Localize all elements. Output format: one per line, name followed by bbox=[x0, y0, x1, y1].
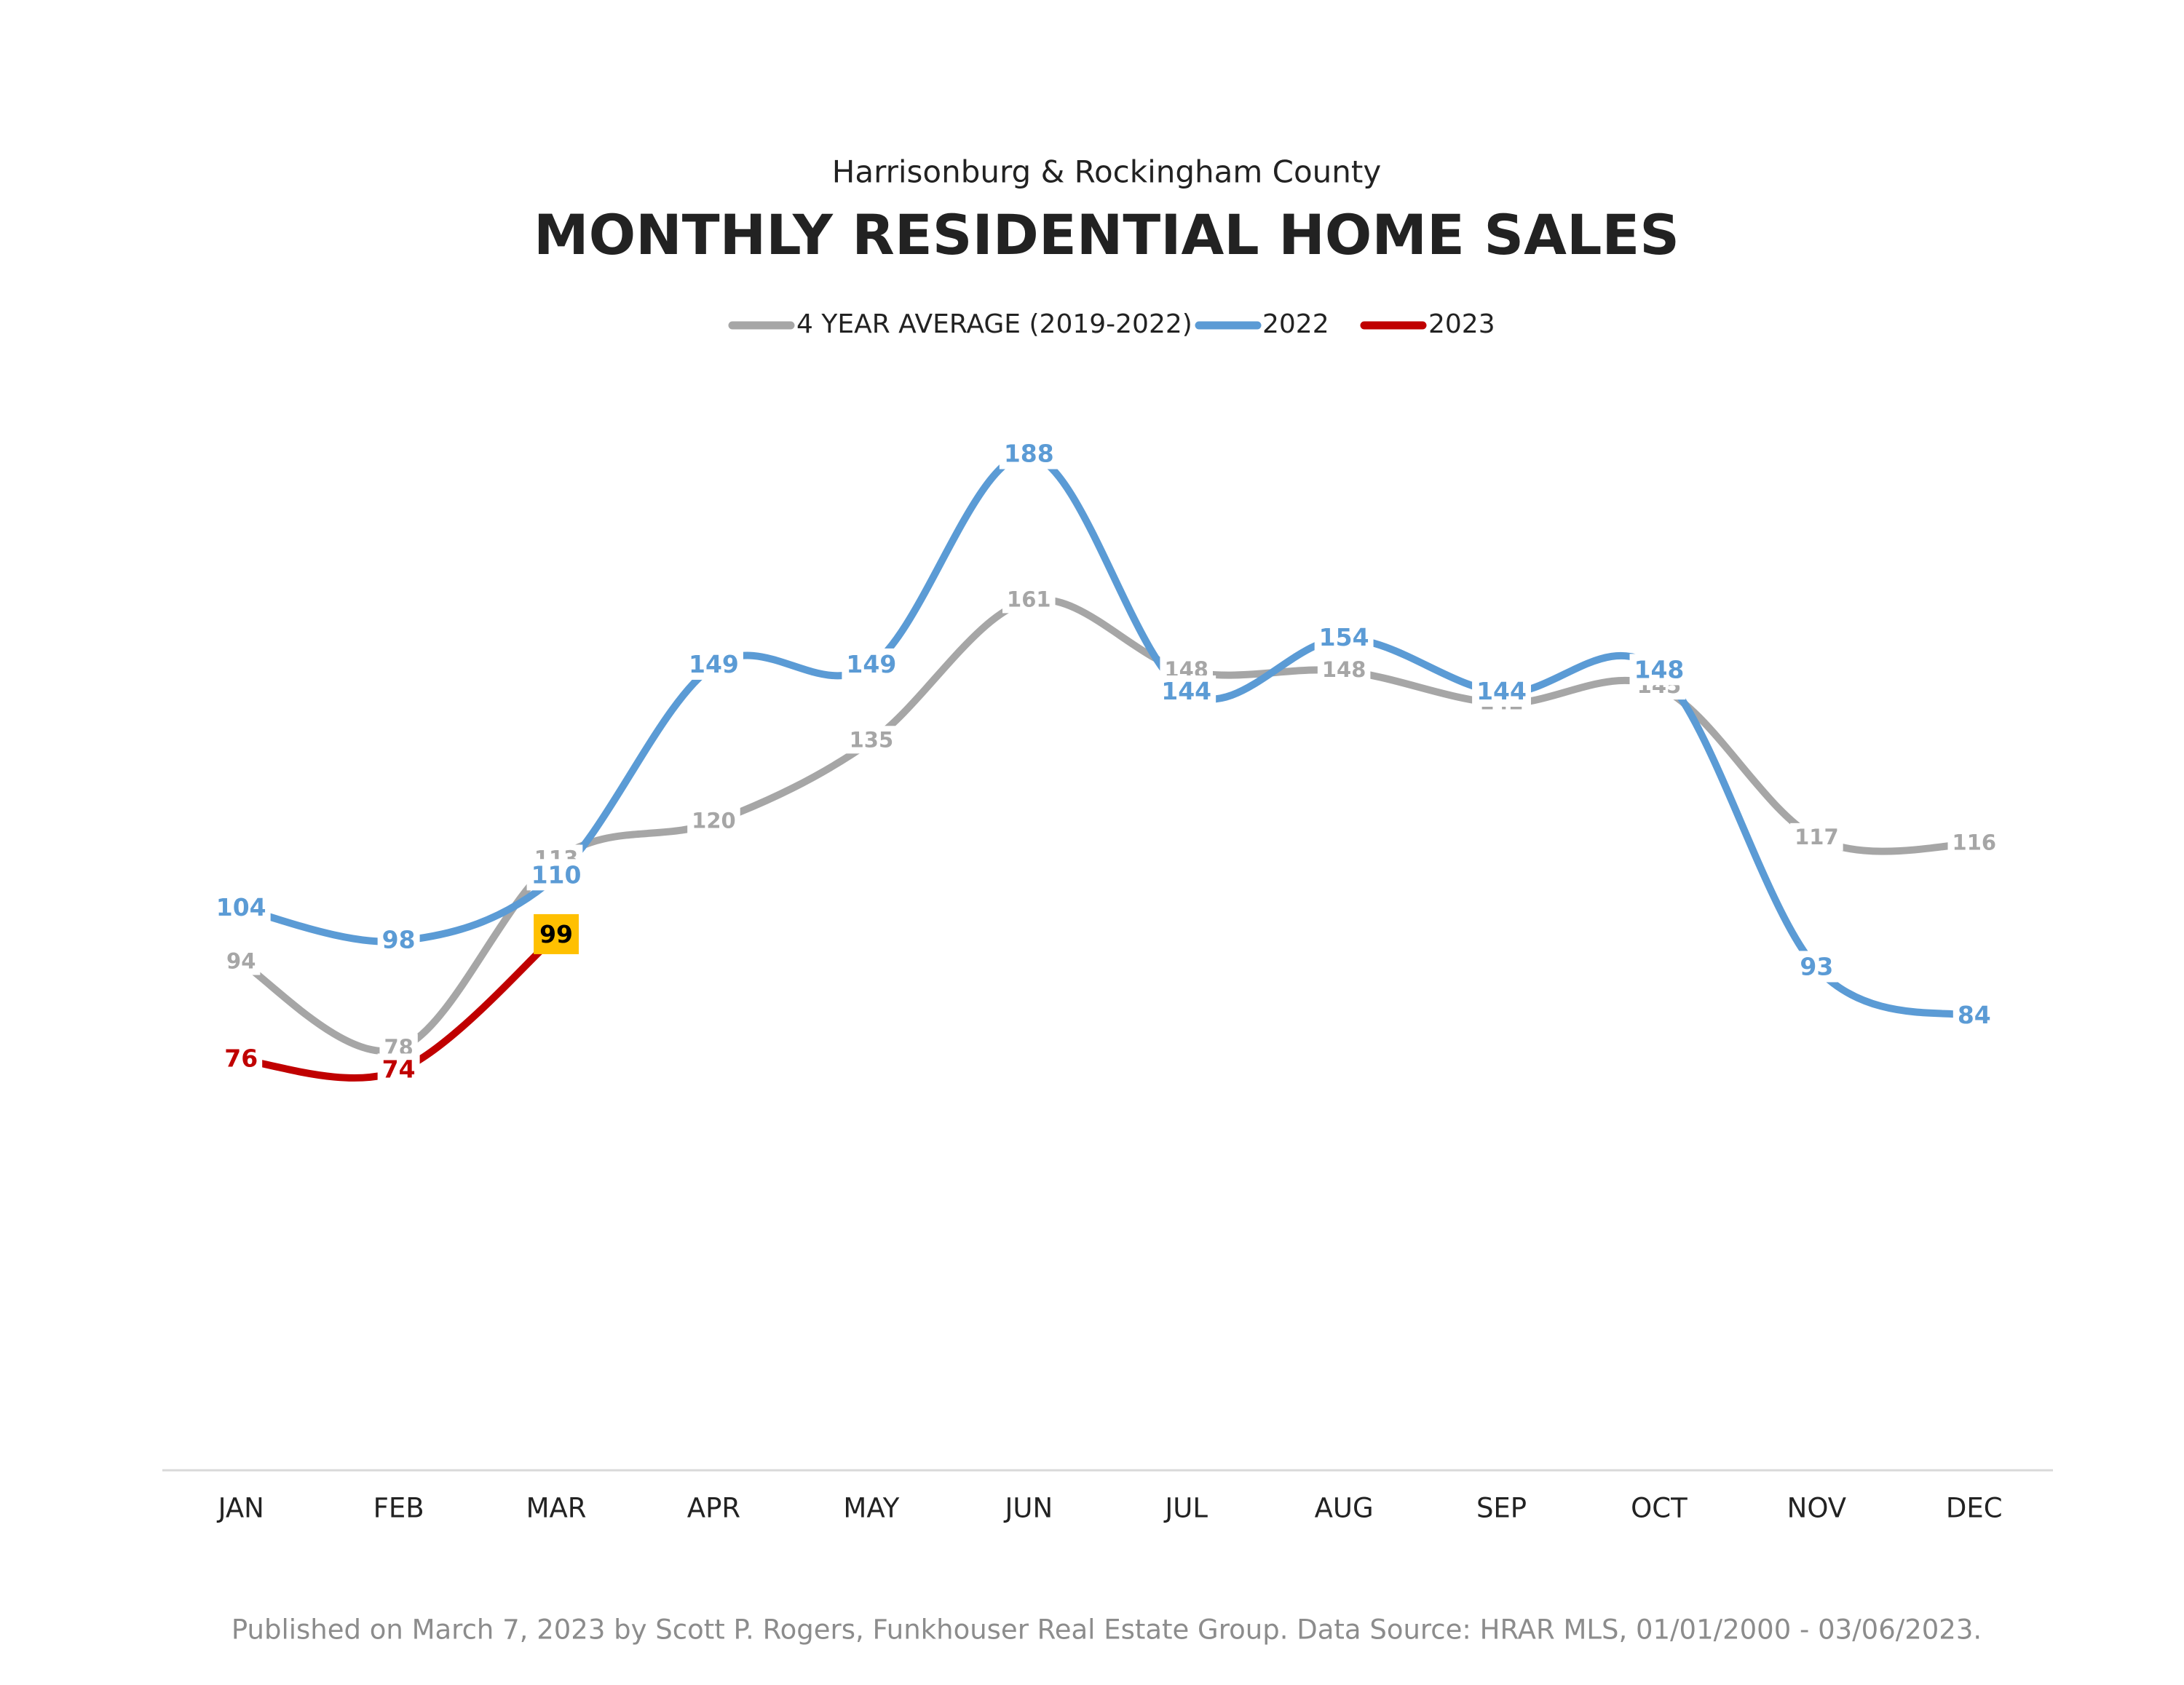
label-bg bbox=[1952, 999, 1995, 1031]
data-label: 116 bbox=[1952, 830, 1997, 855]
data-label: 94 bbox=[226, 949, 256, 974]
label-bg bbox=[220, 1042, 263, 1074]
x-tick-label: FEB bbox=[373, 1493, 424, 1524]
chart-subtitle: Harrisonburg & Rockingham County bbox=[832, 154, 1381, 190]
label-bg bbox=[526, 859, 586, 891]
x-tick-label: APR bbox=[687, 1493, 740, 1524]
label-bg bbox=[842, 648, 901, 680]
legend-label: 4 YEAR AVERAGE (2019-2022) bbox=[796, 309, 1192, 339]
legend-label: 2023 bbox=[1428, 309, 1495, 339]
x-tick-label: SEP bbox=[1476, 1493, 1527, 1524]
label-bg bbox=[377, 1053, 420, 1085]
label-bg bbox=[1314, 621, 1374, 653]
data-label: 144 bbox=[1476, 677, 1527, 705]
x-tick-label: MAR bbox=[526, 1493, 587, 1524]
label-bg bbox=[1002, 585, 1056, 614]
data-label: 76 bbox=[224, 1044, 258, 1073]
label-bg bbox=[684, 648, 743, 680]
x-tick-label: AUG bbox=[1315, 1493, 1374, 1524]
data-label: 188 bbox=[1004, 440, 1054, 468]
label-bg bbox=[222, 947, 261, 975]
label-bg bbox=[211, 891, 271, 923]
data-label: 149 bbox=[689, 650, 739, 678]
label-bg bbox=[844, 726, 898, 754]
chart-title: MONTHLY RESIDENTIAL HOME SALES bbox=[534, 202, 1679, 267]
x-tick-label: JAN bbox=[217, 1493, 264, 1524]
x-tick-label: MAY bbox=[843, 1493, 899, 1524]
data-label: 93 bbox=[1800, 952, 1833, 980]
data-label: 74 bbox=[382, 1055, 416, 1083]
legend-label: 2022 bbox=[1262, 309, 1329, 339]
label-bg bbox=[1157, 675, 1216, 707]
data-label: 84 bbox=[1958, 1001, 1991, 1029]
label-bg bbox=[687, 806, 740, 835]
highlight-box bbox=[534, 913, 579, 954]
label-bg bbox=[1790, 822, 1843, 851]
label-bg bbox=[1472, 675, 1531, 707]
data-label: 148 bbox=[1322, 657, 1366, 682]
label-bg bbox=[999, 437, 1059, 469]
label-bg bbox=[1317, 655, 1371, 683]
data-label: 148 bbox=[1634, 655, 1685, 683]
data-label: 110 bbox=[531, 860, 582, 889]
x-tick-label: OCT bbox=[1631, 1493, 1688, 1524]
data-label: 99 bbox=[539, 920, 573, 948]
data-label: 117 bbox=[1795, 825, 1839, 849]
data-label: 144 bbox=[1161, 677, 1211, 705]
data-label: 154 bbox=[1319, 623, 1369, 651]
data-label: 135 bbox=[850, 727, 894, 752]
data-label: 149 bbox=[846, 650, 896, 678]
x-tick-label: DEC bbox=[1946, 1493, 2003, 1524]
data-label: 120 bbox=[692, 809, 736, 833]
x-tick-label: JUL bbox=[1163, 1493, 1208, 1524]
x-tick-label: NOV bbox=[1787, 1493, 1846, 1524]
footnote: Published on March 7, 2023 by Scott P. R… bbox=[232, 1614, 1982, 1646]
data-label: 98 bbox=[382, 925, 416, 953]
label-bg bbox=[1629, 654, 1689, 686]
data-label: 161 bbox=[1007, 587, 1051, 611]
x-tick-label: JUN bbox=[1003, 1493, 1053, 1524]
label-bg bbox=[1947, 828, 2001, 857]
label-bg bbox=[1795, 951, 1838, 983]
data-label: 104 bbox=[216, 893, 266, 921]
label-bg bbox=[377, 924, 420, 956]
